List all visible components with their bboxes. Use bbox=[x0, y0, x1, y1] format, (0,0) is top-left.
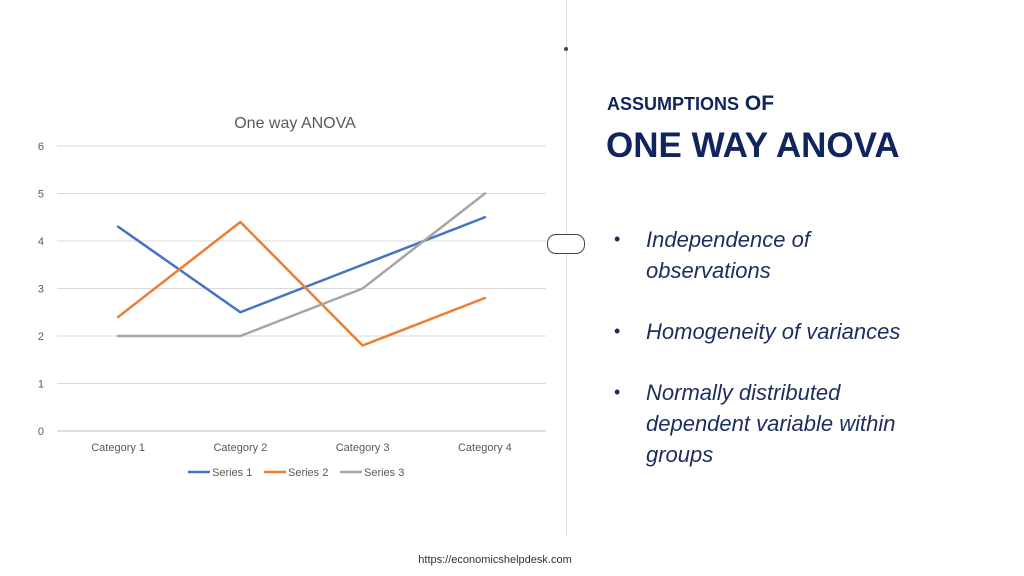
y-tick-label: 1 bbox=[38, 379, 44, 391]
assumption-text: Normally distributed dependent variable … bbox=[646, 380, 896, 467]
assumption-text: Independence of observations bbox=[646, 227, 810, 283]
legend-label: Series 3 bbox=[364, 467, 404, 479]
y-tick-label: 0 bbox=[38, 426, 44, 438]
legend-label: Series 1 bbox=[212, 467, 252, 479]
assumption-item: • Independence of observations bbox=[614, 224, 934, 286]
y-tick-label: 2 bbox=[38, 331, 44, 343]
series-line bbox=[116, 192, 487, 338]
subtitle-word-of: OF bbox=[744, 92, 775, 115]
y-tick-label: 5 bbox=[38, 189, 44, 201]
slide-handle[interactable] bbox=[547, 234, 585, 254]
assumption-item: • Homogeneity of variances bbox=[614, 316, 934, 347]
x-tick-label: Category 4 bbox=[458, 442, 512, 454]
bullet-icon: • bbox=[614, 382, 621, 402]
y-tick-label: 4 bbox=[38, 236, 44, 248]
bullet-icon: • bbox=[614, 229, 621, 249]
series-line bbox=[116, 216, 487, 314]
subtitle-word-assumptions: ASSUMPTIONS bbox=[607, 94, 740, 114]
x-tick-label: Category 1 bbox=[91, 442, 145, 454]
series-line bbox=[116, 220, 487, 347]
x-tick-label: Category 3 bbox=[336, 442, 390, 454]
assumption-text: Homogeneity of variances bbox=[646, 319, 901, 344]
chart-title: One way ANOVA bbox=[234, 115, 356, 132]
slide-subtitle: ASSUMPTIONS OF bbox=[607, 92, 774, 116]
assumption-item: • Normally distributed dependent variable… bbox=[614, 377, 934, 470]
line-chart: One way ANOVA 0 1 2 3 4 5 6 Category 1 Category… bbox=[38, 115, 546, 479]
y-tick-label: 6 bbox=[38, 141, 44, 153]
assumption-list: • Independence of observations • Homogenei… bbox=[614, 224, 934, 500]
decorative-dot bbox=[564, 47, 568, 51]
bullet-icon: • bbox=[614, 321, 621, 341]
footer-url[interactable]: https://economicshelpdesk.com bbox=[418, 554, 572, 566]
slide-title: ONE WAY ANOVA bbox=[606, 126, 900, 165]
x-tick-label: Category 2 bbox=[213, 442, 267, 454]
slide-divider bbox=[566, 0, 567, 536]
y-tick-label: 3 bbox=[38, 284, 44, 296]
legend-label: Series 2 bbox=[288, 467, 328, 479]
